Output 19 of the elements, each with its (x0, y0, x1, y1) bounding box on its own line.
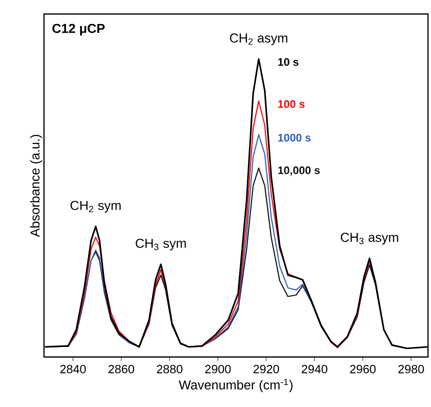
annotation: CH$_{2}$ sym (70, 200, 121, 213)
y-axis-title: Absorbance (a.u.) (30, 134, 42, 237)
x-tick-label: 2920 (253, 364, 280, 374)
x-tick-label: 2840 (60, 364, 86, 374)
annotation: CH$_{2}$ asym (230, 33, 288, 46)
text: C12 μCP (52, 24, 105, 36)
x-tick-label: 2880 (156, 364, 182, 374)
series-label: 10,000 s (278, 166, 320, 176)
annotation: CH$_{3}$ sym (136, 238, 186, 250)
x-tick-label: 2960 (350, 364, 376, 374)
x-tick-label: 2900 (205, 364, 231, 374)
x-tick-label: 2980 (398, 364, 424, 374)
series-label: 100 s (278, 100, 305, 108)
x-tick-label: 2940 (302, 364, 328, 374)
series-label: 10 s (278, 58, 298, 66)
x-tick-label: 2860 (108, 364, 134, 374)
x-axis-title: Wavenumber (cm$^{-1}$) (178, 378, 292, 392)
series-label: 1000 s (278, 134, 311, 142)
annotation: CH$_{3}$ asym (340, 232, 398, 245)
